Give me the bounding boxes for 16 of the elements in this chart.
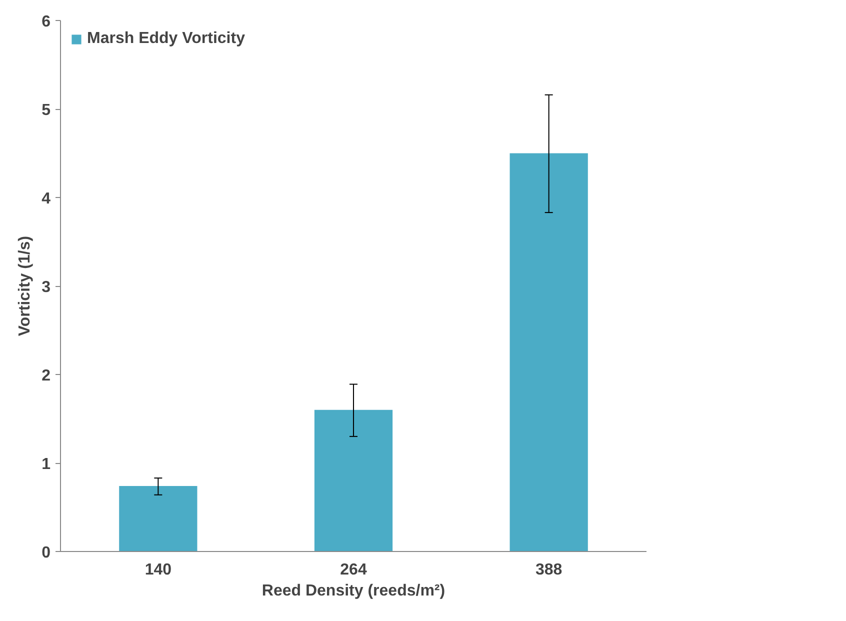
y-axis-title: Vorticity (1/s) (16, 236, 34, 336)
bar (314, 410, 393, 552)
legend-label: Marsh Eddy Vorticity (87, 30, 245, 48)
x-tick-label: 388 (535, 562, 562, 578)
y-tick-label: 2 (42, 368, 51, 384)
y-tick-label: 1 (42, 456, 51, 473)
bar (510, 153, 588, 552)
bar (119, 486, 198, 552)
x-axis-title: Reed Density (reeds/m²) (262, 582, 446, 600)
y-tick-label: 6 (42, 14, 51, 30)
y-tick-label: 5 (42, 102, 51, 119)
x-tick-label: 264 (340, 562, 367, 578)
y-tick-label: 3 (42, 279, 51, 296)
y-tick-label: 0 (42, 544, 51, 562)
x-tick-label: 140 (144, 562, 172, 578)
y-tick-label: 4 (42, 190, 51, 208)
